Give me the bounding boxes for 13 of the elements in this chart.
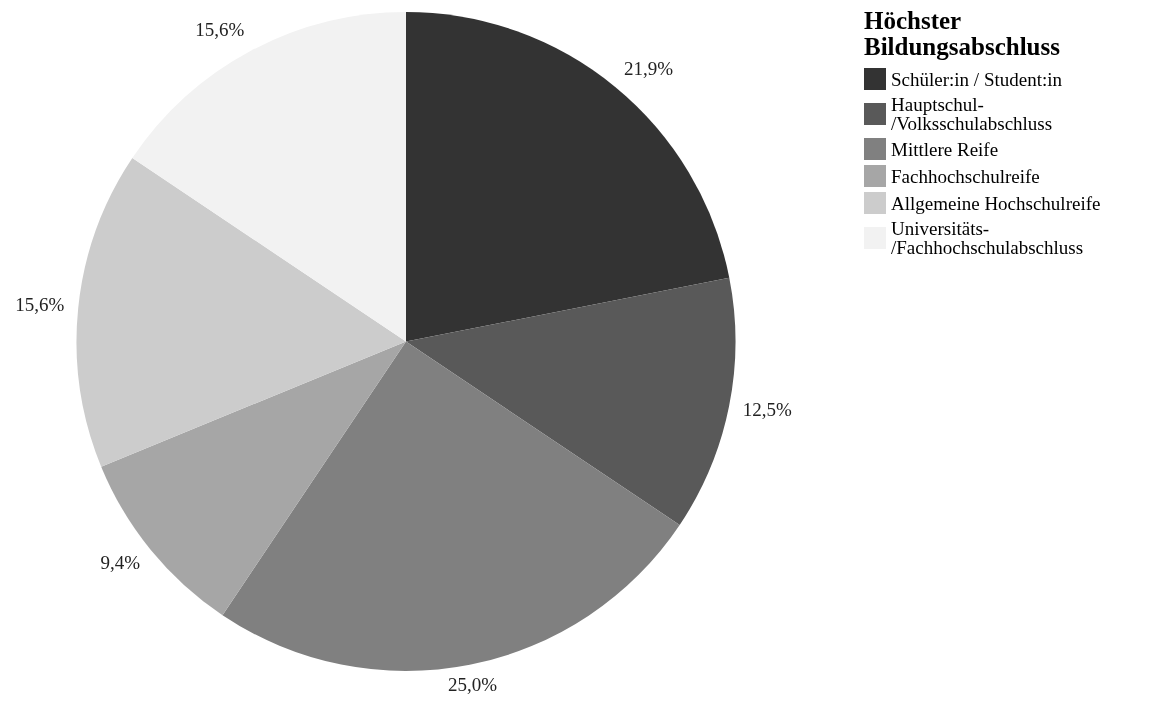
data-label: 15,6%	[15, 294, 65, 316]
data-label: 21,9%	[624, 57, 674, 79]
legend-label: Allgemeine Hochschulreife	[891, 192, 1102, 214]
data-label: 12,5%	[742, 398, 793, 420]
legend-title: Höchster Bildungsabschluss	[864, 7, 1061, 60]
data-label: 25,0%	[447, 674, 498, 696]
data-label: 9,4%	[100, 551, 141, 573]
legend-label: Mittlere Reife	[891, 138, 1000, 160]
legend-label: Schüler:in / Student:in	[891, 68, 1063, 90]
data-label: 15,6%	[195, 19, 245, 41]
legend-label: Universitäts-/Fachhochschulabschluss	[891, 218, 1085, 258]
legend-label: Fachhochschulreife	[891, 165, 1041, 187]
legend-label: Hauptschul-/Volksschulabschluss	[891, 94, 1054, 134]
